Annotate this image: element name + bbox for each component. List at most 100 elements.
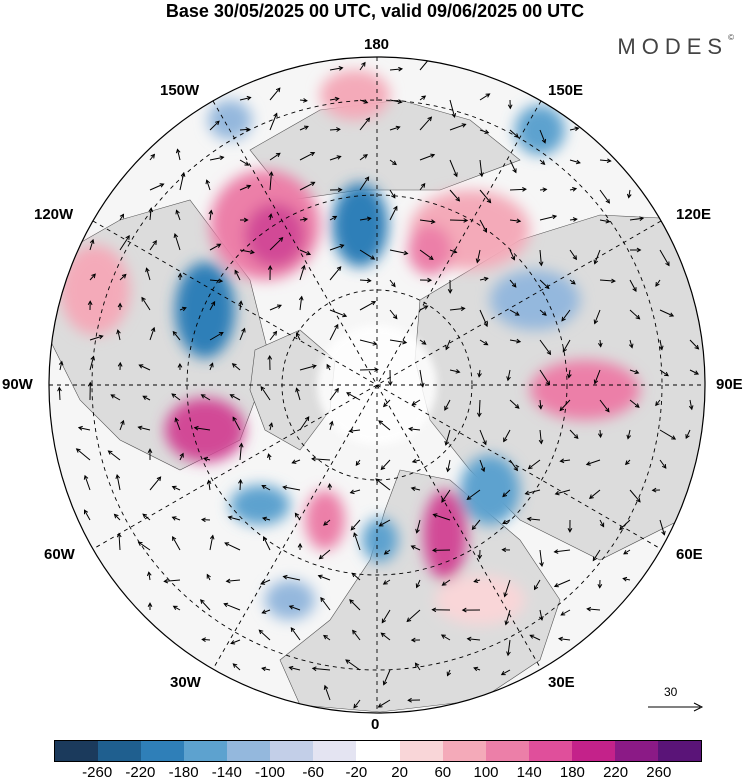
wind-vector [179, 453, 184, 461]
wind-vector-head [445, 345, 450, 351]
wind-vector-head [471, 525, 477, 531]
wind-vector-head [524, 490, 530, 496]
wind-vector-head [261, 484, 267, 490]
wind-vector-head [150, 326, 156, 332]
wind-vector [359, 249, 375, 260]
wind-vector [89, 273, 96, 281]
wind-vector [554, 579, 571, 587]
wind-vector-head [177, 272, 183, 278]
wind-vector [380, 459, 391, 470]
wind-vector-head [378, 522, 384, 527]
wind-vector-head [431, 547, 437, 553]
wind-vector [449, 307, 465, 311]
wind-vector-head [622, 576, 628, 582]
wind-vector-head [665, 261, 670, 267]
wind-vector [312, 667, 331, 671]
wind-vector-head [397, 99, 403, 104]
wind-vector [269, 113, 278, 131]
wind-vector-head [527, 464, 533, 470]
wind-vector-head [440, 634, 446, 639]
wind-vector [164, 579, 181, 582]
wind-vector-head [421, 95, 427, 100]
wind-vector-head [484, 129, 490, 134]
wind-vector-head [238, 478, 243, 484]
wind-vector [441, 634, 451, 641]
wind-vector [509, 129, 519, 138]
wind-vector [419, 116, 432, 131]
wind-vector [232, 363, 241, 371]
wind-vector [509, 188, 526, 191]
wind-vector [479, 189, 491, 203]
wind-vector [594, 369, 601, 384]
anomaly-positive [305, 490, 345, 550]
wind-vector [525, 489, 541, 495]
wind-vector-head [201, 637, 207, 643]
wind-vector [689, 399, 693, 410]
wind-vector-head [326, 363, 331, 369]
wind-vector-head [507, 104, 513, 110]
wind-vector-head [83, 474, 89, 480]
wind-vector [359, 217, 371, 221]
wind-vector [442, 579, 451, 586]
wind-vector [509, 249, 515, 260]
wind-vector [350, 489, 361, 494]
wind-vector-head [623, 550, 629, 555]
wind-vector [560, 609, 571, 616]
wind-vector-head [503, 592, 508, 598]
wind-vector-head [375, 478, 380, 483]
wind-vector-head [303, 98, 308, 103]
wind-vector-head [365, 117, 371, 123]
wind-vector-head [282, 485, 288, 490]
wind-vector [539, 188, 547, 191]
wind-vector [449, 249, 457, 253]
wind-vector [89, 239, 94, 251]
wind-vector-head [273, 112, 278, 118]
wind-vector [329, 155, 341, 161]
wind-vector-head [172, 330, 178, 336]
wind-vector [171, 393, 181, 401]
wind-vector [226, 579, 241, 582]
wind-vector [209, 243, 221, 251]
wind-vector-head [372, 341, 378, 346]
wind-vector-head [363, 99, 369, 104]
wind-vector [172, 516, 181, 521]
wind-vector [110, 394, 121, 401]
wind-vector-head [334, 96, 340, 102]
wind-vector [232, 417, 241, 431]
wind-vector-head [145, 267, 150, 273]
wind-vector [539, 249, 542, 266]
wind-vector-head [75, 448, 81, 453]
wind-vector [569, 279, 576, 285]
wind-vector-head [276, 304, 282, 309]
wind-vector [239, 301, 242, 311]
wind-vector-head [348, 428, 354, 434]
wind-vector-head [482, 228, 487, 233]
wind-vector-head [232, 416, 237, 422]
wind-vector [359, 369, 378, 371]
wind-vector [350, 519, 361, 531]
wind-vector [59, 361, 63, 371]
wind-vector [148, 572, 151, 581]
wind-vector-head [685, 434, 690, 440]
wind-vector [594, 309, 601, 324]
wind-vector-head [77, 425, 83, 431]
wind-vector [383, 579, 391, 585]
wind-vector-head [513, 466, 519, 472]
wind-vector-head [572, 187, 578, 192]
wind-vector-head [593, 259, 599, 265]
wind-vector-head [573, 434, 579, 440]
wind-vector-head [393, 205, 398, 211]
colorbar-segment [442, 741, 486, 761]
wind-vector-head [172, 535, 177, 541]
wind-vector [200, 599, 211, 611]
wind-vector-head [125, 235, 130, 240]
wind-vector [589, 489, 601, 499]
wind-vector-head [661, 530, 666, 536]
wind-vector [174, 233, 181, 251]
wind-vector-head [430, 153, 436, 158]
wind-vector [138, 541, 151, 551]
colorbar-tick-label: -20 [345, 764, 368, 781]
wind-vector [416, 519, 421, 533]
wind-vector-head [208, 209, 214, 215]
wind-vector-head [483, 322, 488, 328]
